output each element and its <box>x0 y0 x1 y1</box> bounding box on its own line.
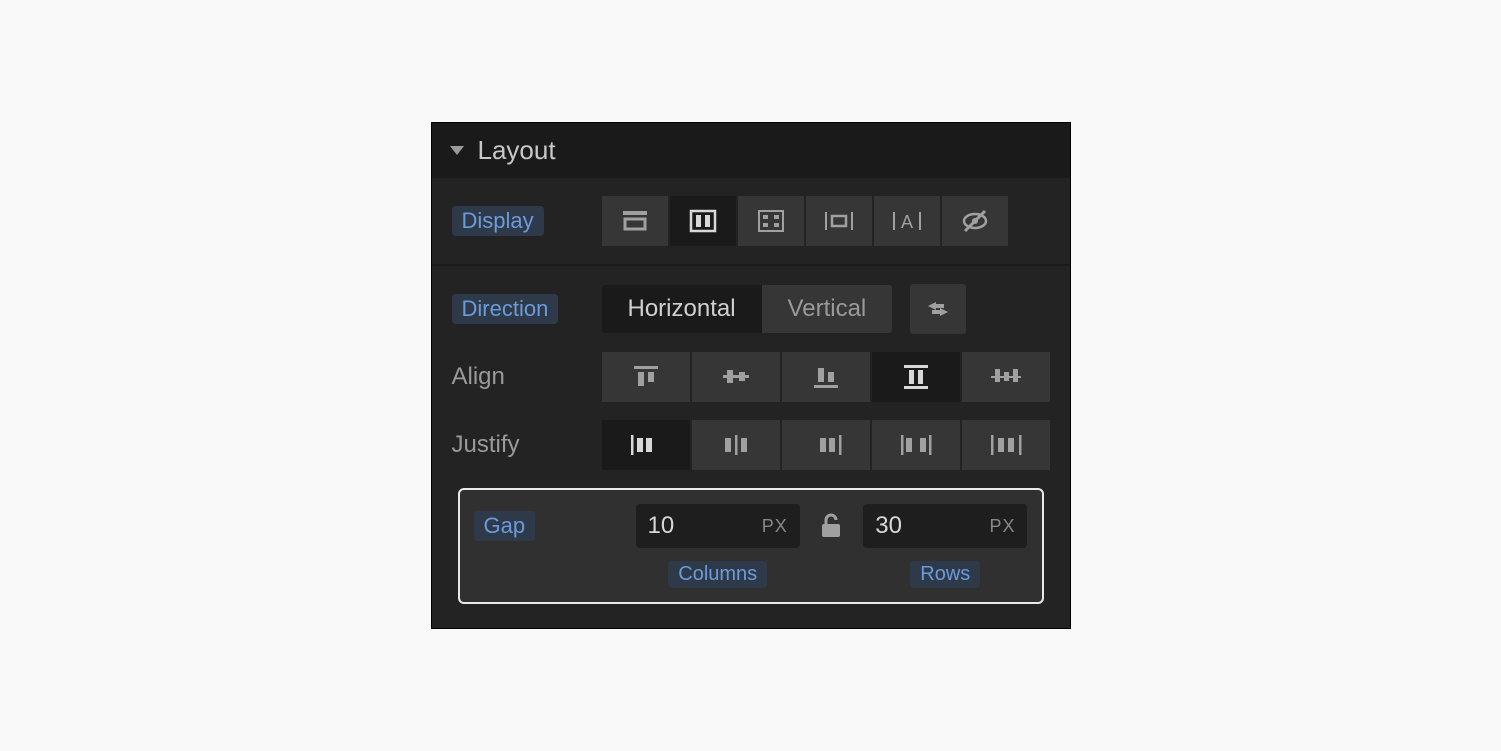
display-inline-icon: A <box>892 209 922 233</box>
gap-rows-label: Rows <box>910 561 980 588</box>
display-inline-button[interactable]: A <box>874 196 940 246</box>
reverse-icon <box>924 297 952 321</box>
gap-rows-value: 30 <box>875 512 902 540</box>
justify-center-button[interactable] <box>692 420 780 470</box>
direction-vertical-button[interactable]: Vertical <box>762 285 893 333</box>
svg-text:A: A <box>900 212 912 232</box>
align-center-button[interactable] <box>692 352 780 402</box>
display-flex-icon <box>689 209 717 233</box>
gap-columns-label: Columns <box>668 561 767 588</box>
align-label: Align <box>452 363 602 391</box>
align-end-icon <box>811 364 841 390</box>
align-baseline-button[interactable] <box>962 352 1050 402</box>
display-grid-button[interactable] <box>738 196 804 246</box>
align-start-button[interactable] <box>602 352 690 402</box>
gap-rows-input[interactable]: 30 PX <box>863 504 1027 548</box>
gap-columns-value: 10 <box>648 512 675 540</box>
display-inline-block-button[interactable] <box>806 196 872 246</box>
justify-label: Justify <box>452 431 602 459</box>
align-start-icon <box>631 364 661 390</box>
display-grid-icon <box>757 209 785 233</box>
justify-between-button[interactable] <box>872 420 960 470</box>
flex-section: Direction Horizontal Vertical Align <box>432 264 1070 628</box>
direction-horizontal-button[interactable]: Horizontal <box>602 285 762 333</box>
display-block-button[interactable] <box>602 196 668 246</box>
display-label: Display <box>452 206 544 236</box>
display-block-icon <box>621 209 649 233</box>
display-inline-block-icon <box>824 209 854 233</box>
direction-reverse-button[interactable] <box>910 284 966 334</box>
gap-lock-button[interactable] <box>812 504 852 548</box>
display-flex-button[interactable] <box>670 196 736 246</box>
justify-start-icon <box>629 432 663 458</box>
display-section: Display <box>432 178 1070 264</box>
gap-label: Gap <box>474 511 536 541</box>
display-options: A <box>602 196 1008 246</box>
justify-around-icon <box>989 432 1023 458</box>
align-baseline-icon <box>989 364 1023 390</box>
layout-panel: Layout Display <box>431 122 1071 629</box>
gap-columns-unit[interactable]: PX <box>762 516 788 537</box>
justify-center-icon <box>719 432 753 458</box>
justify-between-icon <box>899 432 933 458</box>
direction-label: Direction <box>452 294 559 324</box>
gap-rows-unit[interactable]: PX <box>989 516 1015 537</box>
display-none-icon <box>960 209 990 233</box>
gap-columns-input[interactable]: 10 PX <box>636 504 800 548</box>
direction-segmented: Horizontal Vertical <box>602 285 893 333</box>
align-end-button[interactable] <box>782 352 870 402</box>
panel-header[interactable]: Layout <box>432 123 1070 178</box>
align-stretch-icon <box>901 364 931 390</box>
gap-section: Gap 10 PX 30 PX <box>458 488 1044 604</box>
justify-end-button[interactable] <box>782 420 870 470</box>
align-options <box>602 352 1050 402</box>
align-center-icon <box>721 364 751 390</box>
unlock-icon <box>820 513 842 539</box>
justify-end-icon <box>809 432 843 458</box>
justify-start-button[interactable] <box>602 420 690 470</box>
align-stretch-button[interactable] <box>872 352 960 402</box>
panel-title: Layout <box>478 135 556 166</box>
collapse-caret-icon <box>450 146 464 155</box>
display-none-button[interactable] <box>942 196 1008 246</box>
justify-around-button[interactable] <box>962 420 1050 470</box>
justify-options <box>602 420 1050 470</box>
